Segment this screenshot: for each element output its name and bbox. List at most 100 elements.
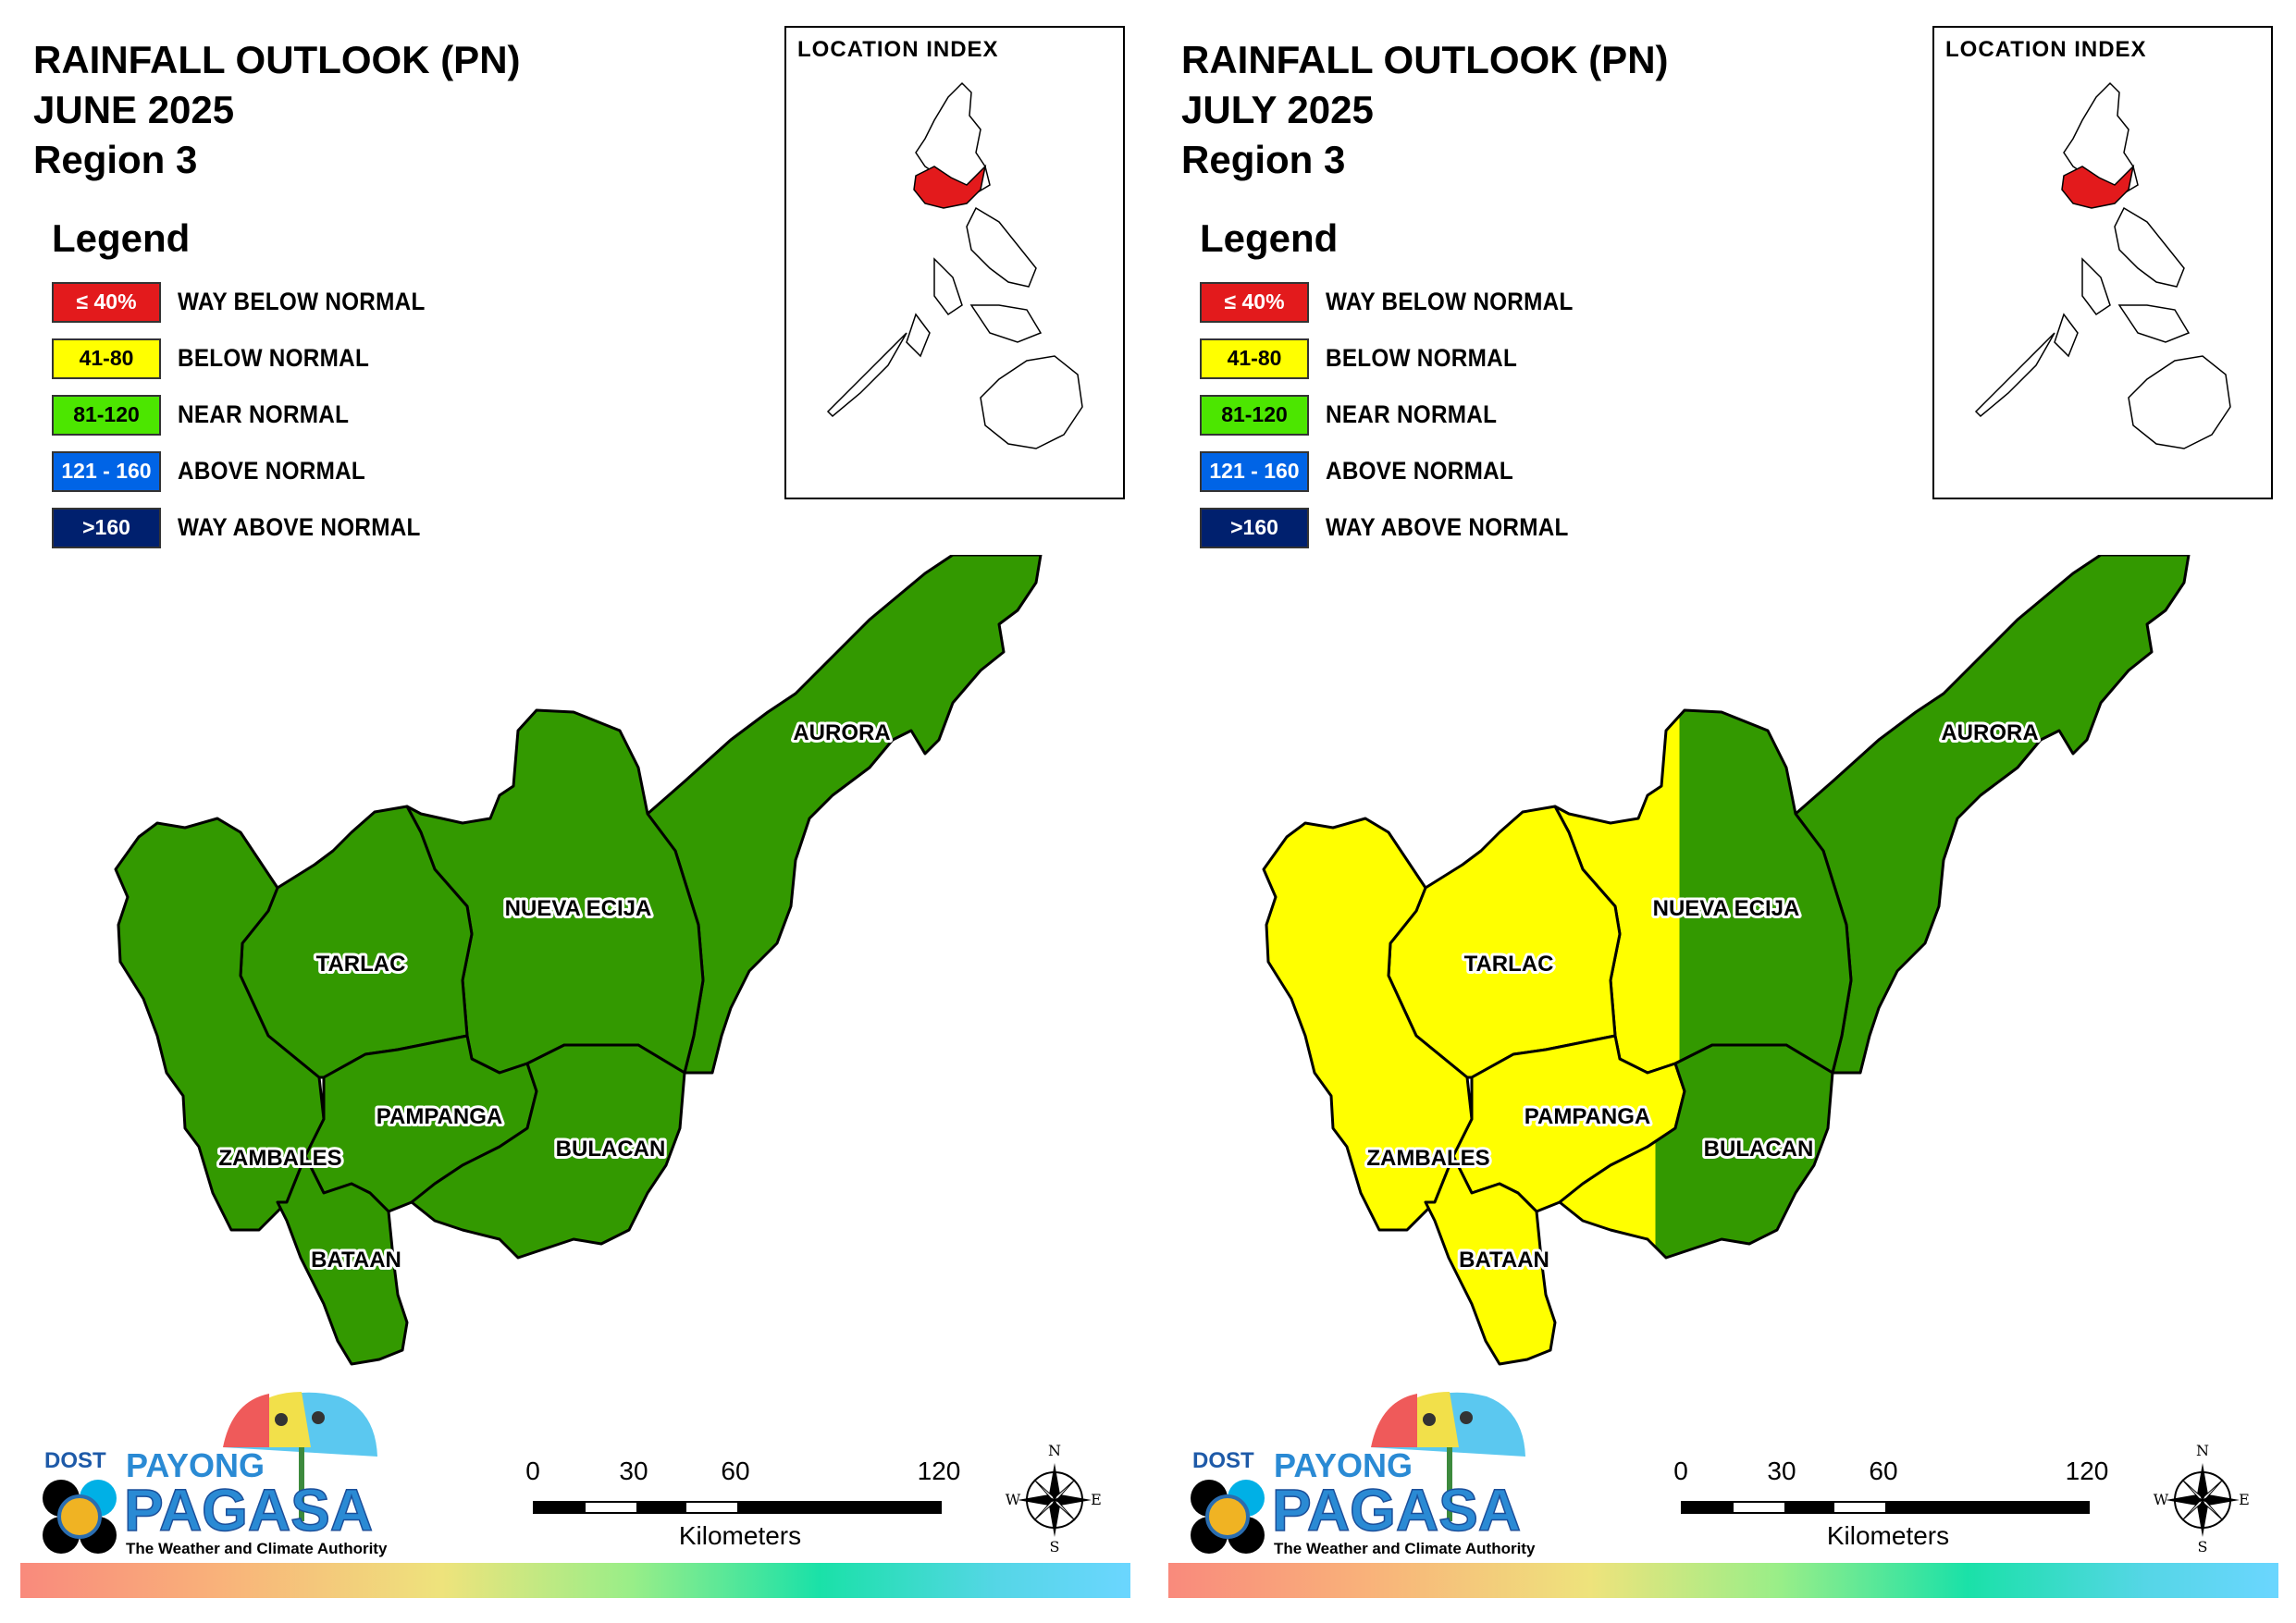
scale-segment — [585, 1503, 636, 1512]
legend-swatch: ≤ 40% — [1200, 281, 1309, 323]
location-index-title: LOCATION INDEX — [797, 37, 999, 62]
title-line: JULY 2025 — [1181, 88, 1374, 131]
legend-item: 121 - 160 ABOVE NORMAL — [52, 443, 514, 499]
scale-segment — [737, 1503, 940, 1512]
location-index-inset: LOCATION INDEX — [784, 26, 1125, 499]
scale-tick-label: 120 — [2065, 1457, 2109, 1485]
panel-june: RAINFALL OUTLOOK (PN) JUNE 2025 Region 3 Le… — [20, 26, 1130, 1598]
pagasa-text: PAGASA — [124, 1477, 373, 1543]
title-line: JUNE 2025 — [33, 88, 235, 131]
scale-segment — [1733, 1503, 1784, 1512]
title-line: RAINFALL OUTLOOK (PN) — [33, 38, 521, 81]
compass-letter: E — [1091, 1491, 1102, 1508]
province-zambales — [114, 817, 326, 1232]
province-label: BATAAN — [1459, 1248, 1549, 1273]
legend-label: NEAR NORMAL — [178, 400, 350, 428]
province-label: TARLAC — [1464, 952, 1554, 977]
legend-swatch: 41-80 — [1200, 338, 1309, 379]
philippines-outline — [1974, 81, 2231, 449]
legend-item: ≤ 40% WAY BELOW NORMAL — [52, 274, 514, 330]
legend-swatch: >160 — [52, 507, 161, 548]
compass-letter: S — [2198, 1538, 2208, 1554]
tagline-text: The Weather and Climate Authority — [126, 1540, 388, 1557]
inset-region3-highlight — [913, 164, 987, 209]
legend-item: 81-120 NEAR NORMAL — [52, 387, 514, 443]
scale-segment — [686, 1503, 737, 1512]
scale-segment — [1683, 1503, 1734, 1512]
dost-text: DOST — [1192, 1448, 1254, 1473]
scale-tick-label: 60 — [1869, 1457, 1898, 1485]
province-bulacan — [410, 1043, 686, 1260]
scale-bar-segments — [1681, 1501, 2090, 1514]
legend-item: >160 WAY ABOVE NORMAL — [1200, 499, 1662, 556]
legend-item: 81-120 NEAR NORMAL — [1200, 387, 1662, 443]
legend: Legend ≤ 40% WAY BELOW NORMAL 41-80 BELOW NO… — [52, 216, 514, 556]
region3-map: AURORA NUEVA ECIJA TARLAC PAMPANGA BULACAN ZA… — [114, 555, 1043, 1366]
compass-rose-icon: N S E W — [2152, 1442, 2253, 1555]
scale-segment — [535, 1503, 586, 1512]
gradient-strip — [20, 1563, 1130, 1598]
scale-segment — [1784, 1503, 1835, 1512]
location-index-title: LOCATION INDEX — [1945, 37, 2147, 62]
title-line: Region 3 — [33, 138, 198, 181]
legend-label: ABOVE NORMAL — [178, 457, 366, 485]
legend-label: WAY BELOW NORMAL — [178, 288, 426, 315]
legend-item: 121 - 160 ABOVE NORMAL — [1200, 443, 1662, 499]
scale-tick-label: 0 — [1673, 1457, 1688, 1485]
province-zambales — [1262, 817, 1474, 1232]
scale-segment — [636, 1503, 687, 1512]
legend-item: ≤ 40% WAY BELOW NORMAL — [1200, 274, 1662, 330]
title-line: RAINFALL OUTLOOK (PN) — [1181, 38, 1669, 81]
compass-rose-icon: N S E W — [1004, 1442, 1105, 1555]
compass-letter: N — [1048, 1443, 1061, 1459]
philippines-outline — [826, 81, 1083, 449]
province-label: ZAMBALES — [1366, 1146, 1489, 1171]
province-aurora — [646, 555, 1043, 1075]
province-label: NUEVA ECIJA — [505, 896, 652, 921]
tagline-text: The Weather and Climate Authority — [1274, 1540, 1536, 1557]
payong-text: PAYONG — [126, 1446, 265, 1484]
province-label: BATAAN — [311, 1248, 401, 1273]
scale-tick-label: 30 — [1767, 1457, 1796, 1485]
legend-swatch: >160 — [1200, 507, 1309, 548]
inset-landmass — [826, 81, 1083, 449]
legend-label: WAY BELOW NORMAL — [1326, 288, 1574, 315]
legend: Legend ≤ 40% WAY BELOW NORMAL 41-80 BELOW NO… — [1200, 216, 1662, 556]
province-label: BULACAN — [556, 1137, 666, 1162]
legend-title: Legend — [52, 216, 191, 260]
scale-segment — [1834, 1503, 1885, 1512]
legend-swatch: 121 - 160 — [52, 450, 161, 492]
inset-landmass — [1974, 81, 2231, 449]
scale-bar: 0 30 60 120 Kilometers — [1666, 1457, 2110, 1558]
compass-letter: W — [2154, 1491, 2169, 1508]
province-label: BULACAN — [1704, 1137, 1814, 1162]
province-label: AURORA — [1941, 720, 2038, 745]
scale-tick-label: 30 — [619, 1457, 648, 1485]
legend-item: >160 WAY ABOVE NORMAL — [52, 499, 514, 556]
location-index-inset: LOCATION INDEX — [1932, 26, 2273, 499]
legend-item: 41-80 BELOW NORMAL — [52, 330, 514, 387]
compass-letter: S — [1050, 1538, 1060, 1554]
province-bataan — [1424, 1154, 1557, 1366]
legend-label: BELOW NORMAL — [1326, 344, 1518, 372]
province-label: TARLAC — [316, 952, 406, 977]
scale-bar-segments — [533, 1501, 942, 1514]
scale-tick-label: 60 — [721, 1457, 750, 1485]
province-label: NUEVA ECIJA — [1653, 896, 1800, 921]
legend-label: NEAR NORMAL — [1326, 400, 1498, 428]
pagasa-logo: DOST PAYONG PAGASA The Weather and Climate … — [1181, 1383, 1542, 1568]
inset-region3-highlight — [2061, 164, 2135, 209]
panel-july: RAINFALL OUTLOOK (PN) JULY 2025 Region 3 Le… — [1148, 0, 2296, 1623]
legend-swatch: 81-120 — [1200, 394, 1309, 436]
pagasa-text: PAGASA — [1272, 1477, 1521, 1543]
scale-bar: 0 30 60 120 Kilometers — [518, 1457, 962, 1558]
province-aurora — [1794, 555, 2191, 1075]
province-bataan — [276, 1154, 409, 1366]
region3-map: AURORA NUEVA ECIJA TARLAC PAMPANGA BULACAN ZA… — [1262, 555, 2191, 1366]
legend-label: WAY ABOVE NORMAL — [178, 513, 421, 541]
map-title: RAINFALL OUTLOOK (PN) JULY 2025 Region 3 — [1181, 35, 1669, 185]
pagasa-logo: DOST PAYONG PAGASA The Weather and Climate … — [33, 1383, 394, 1568]
payong-text: PAYONG — [1274, 1446, 1413, 1484]
